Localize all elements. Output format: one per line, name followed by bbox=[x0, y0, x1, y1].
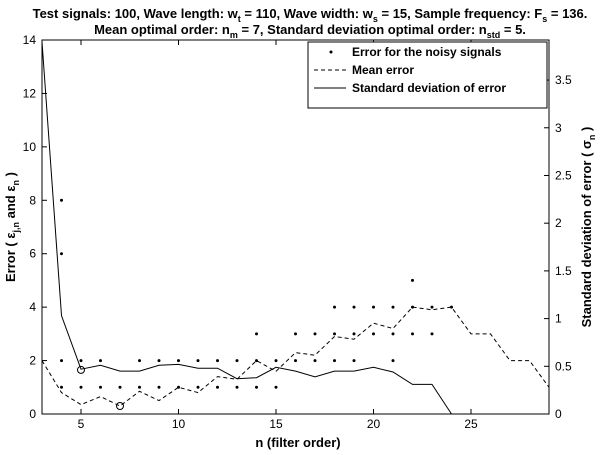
scatter-point bbox=[255, 332, 258, 336]
line-series bbox=[41, 41, 550, 415]
scatter-point bbox=[255, 359, 258, 363]
scatter-point bbox=[60, 385, 63, 389]
y-right-tick-label: 0.5 bbox=[555, 359, 572, 373]
scatter-point bbox=[313, 359, 317, 363]
x-tick-label: 5 bbox=[78, 417, 85, 431]
scatter-point bbox=[274, 385, 278, 389]
scatter-point bbox=[333, 332, 336, 336]
y-left-tick-label: 0 bbox=[29, 407, 36, 421]
optimal-order-marker bbox=[77, 365, 85, 374]
y-axis-label-right: Standard deviation of error ( σn ) bbox=[579, 127, 597, 328]
y-axis-right-ticks: 0 0.5 1 1.5 2 2.5 3 3.5 bbox=[544, 73, 572, 421]
x-tick-label: 20 bbox=[367, 417, 381, 431]
y-right-tick-label: 1 bbox=[555, 312, 562, 326]
y-left-tick-label: 2 bbox=[29, 354, 36, 368]
scatter-point bbox=[60, 359, 63, 363]
y-left-tick-label: 12 bbox=[23, 86, 37, 100]
y-left-tick-label: 8 bbox=[29, 193, 36, 207]
legend-label-mean: Mean error bbox=[352, 63, 414, 77]
scatter-point bbox=[333, 305, 336, 309]
scatter-point bbox=[157, 385, 161, 389]
x-tick-label: 10 bbox=[172, 417, 186, 431]
scatter-point bbox=[411, 305, 414, 309]
scatter-point bbox=[391, 305, 395, 309]
chart-title-line-1: Test signals: 100, Wave length: wt = 110… bbox=[33, 6, 588, 24]
scatter-point bbox=[196, 385, 200, 389]
scatter-point bbox=[411, 278, 414, 282]
legend: Error for the noisy signals Mean error S… bbox=[307, 41, 548, 109]
scatter-point bbox=[79, 359, 83, 363]
legend-label-scatter: Error for the noisy signals bbox=[352, 45, 502, 59]
scatter-point bbox=[274, 359, 278, 363]
scatter-point bbox=[118, 385, 122, 389]
x-axis-ticks: 5 10 15 20 25 bbox=[78, 40, 478, 431]
scatter-point bbox=[352, 359, 356, 363]
scatter-point bbox=[99, 385, 102, 389]
chart-title-line-2: Mean optimal order: nm = 7, Standard dev… bbox=[94, 22, 526, 40]
y-right-tick-label: 0 bbox=[555, 407, 562, 421]
scatter-point bbox=[138, 359, 141, 363]
x-axis-label: n (filter order) bbox=[255, 435, 340, 450]
scatter-point bbox=[313, 332, 317, 336]
y-right-tick-label: 2.5 bbox=[555, 168, 572, 182]
plot-frame bbox=[41, 39, 550, 415]
scatter-point bbox=[294, 359, 297, 363]
scatter-point bbox=[157, 359, 161, 363]
scatter-point bbox=[177, 359, 180, 363]
y-axis-label-left: Error ( εj,n and εn ) bbox=[3, 172, 21, 282]
y-left-tick-label: 14 bbox=[23, 33, 37, 47]
optimal-order-marker bbox=[116, 401, 124, 410]
scatter-point bbox=[60, 198, 63, 202]
legend-label-std: Standard deviation of error bbox=[352, 81, 506, 95]
scatter-point bbox=[391, 359, 395, 363]
y-right-tick-label: 2 bbox=[555, 216, 562, 230]
scatter-point bbox=[235, 359, 239, 363]
y-axis-left-ticks: 0 2 4 6 8 10 12 14 bbox=[23, 33, 47, 421]
y-right-tick-label: 3 bbox=[555, 121, 562, 135]
scatter-point bbox=[450, 305, 453, 309]
y-left-tick-label: 10 bbox=[23, 140, 37, 154]
scatter-point bbox=[352, 305, 356, 309]
legend-box bbox=[307, 41, 548, 109]
scatter-point bbox=[138, 385, 141, 389]
scatter-point bbox=[99, 359, 102, 363]
scatter-point bbox=[255, 385, 258, 389]
scatter-point bbox=[294, 332, 297, 336]
scatter-point bbox=[216, 385, 219, 389]
mean-error-line bbox=[41, 306, 550, 407]
y-left-tick-label: 4 bbox=[29, 300, 36, 314]
scatter-point bbox=[372, 305, 375, 309]
scatter-point bbox=[333, 359, 336, 363]
scatter-point bbox=[391, 332, 395, 336]
scatter-point bbox=[372, 332, 375, 336]
scatter-point bbox=[60, 252, 63, 256]
scatter-point bbox=[411, 332, 414, 336]
scatter-point bbox=[216, 359, 219, 363]
y-right-tick-label: 1.5 bbox=[555, 264, 572, 278]
scatter-point bbox=[430, 305, 434, 309]
legend-swatch-scatter bbox=[329, 50, 333, 54]
scatter-point bbox=[196, 359, 200, 363]
x-tick-label: 15 bbox=[269, 417, 283, 431]
y-right-tick-label: 3.5 bbox=[555, 73, 572, 87]
scatter-series bbox=[60, 198, 453, 389]
std-deviation-line bbox=[41, 41, 452, 415]
scatter-point bbox=[79, 385, 83, 389]
x-tick-label: 25 bbox=[464, 417, 478, 431]
scatter-point bbox=[352, 332, 356, 336]
scatter-point bbox=[235, 385, 239, 389]
optimal-order-markers bbox=[77, 365, 124, 410]
scatter-point bbox=[430, 332, 434, 336]
y-left-tick-label: 6 bbox=[29, 247, 36, 261]
